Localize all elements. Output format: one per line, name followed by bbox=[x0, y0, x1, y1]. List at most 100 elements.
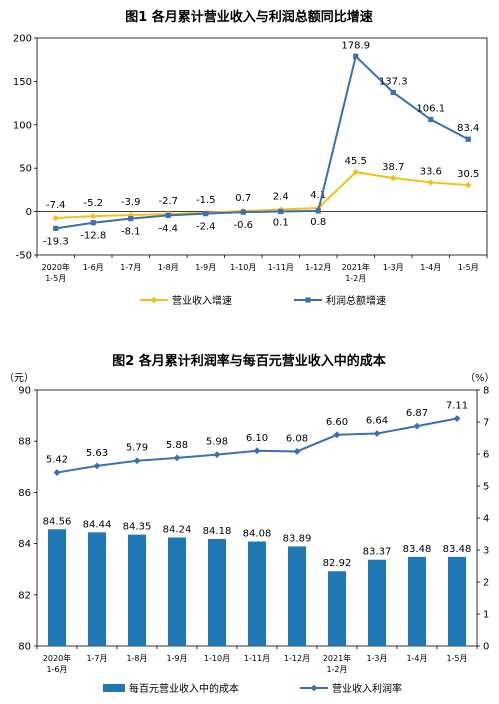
chart1-profit-point bbox=[278, 208, 284, 215]
chart1-data-label-profit: 0.8 bbox=[310, 217, 326, 228]
chart1-data-label-revenue: 0.7 bbox=[235, 193, 251, 204]
chart2-legend-marker-margin bbox=[310, 684, 318, 692]
chart2-bar-label: 84.44 bbox=[83, 519, 112, 530]
chart1-data-label-revenue: 45.5 bbox=[345, 156, 367, 167]
chart1-title: 图1 各月累计营业收入与利润总额同比增速 bbox=[125, 9, 373, 25]
chart2-margin-label: 6.64 bbox=[366, 416, 388, 427]
chart2-bar-label: 84.18 bbox=[203, 526, 232, 537]
chart2-margin-point bbox=[453, 415, 461, 422]
chart2-margin-point bbox=[133, 457, 141, 465]
chart2-bar bbox=[448, 556, 466, 646]
chart1-profit-point bbox=[240, 209, 246, 215]
chart2-left-tick-label: 86 bbox=[18, 488, 31, 499]
chart1-profit-point bbox=[53, 225, 59, 231]
chart1-revenue-point bbox=[390, 174, 397, 182]
chart2-right-tick-label: 6 bbox=[483, 450, 489, 461]
chart2-bar-label: 83.48 bbox=[403, 544, 432, 555]
chart1-x-tick-label: 1-5月 bbox=[458, 263, 479, 272]
chart2-right-tick-label: 3 bbox=[483, 546, 489, 557]
chart1-y-tick-label: 100 bbox=[13, 120, 32, 131]
chart2-margin-label: 6.10 bbox=[246, 433, 268, 444]
chart1-data-label-revenue: 30.5 bbox=[457, 169, 479, 180]
chart2-bar-label: 83.37 bbox=[363, 547, 392, 558]
chart1-x-tick-label: 1-7月 bbox=[120, 263, 141, 272]
chart2-bar bbox=[408, 556, 426, 646]
chart1-y-tick-label: 0 bbox=[26, 207, 32, 218]
chart1-legend-marker-profit bbox=[305, 297, 311, 303]
chart1-series-line-revenue bbox=[55, 171, 469, 220]
chart1-data-label-profit: -8.1 bbox=[121, 227, 141, 238]
chart1-y-tick-label: 50 bbox=[19, 164, 32, 175]
chart1-legend-marker-revenue bbox=[150, 296, 158, 304]
chart2-bars: 84.56 84.44 84.35 84.24 84.18 84.08 83.89 82.92… bbox=[43, 516, 471, 646]
chart2-x-tick-label: 1-3月 bbox=[366, 654, 387, 663]
chart2-right-tick-label: 4 bbox=[483, 514, 489, 525]
chart1-profit-point bbox=[128, 216, 134, 222]
chart2-margin-label: 5.63 bbox=[86, 448, 108, 459]
chart1-data-label-revenue: -7.4 bbox=[46, 200, 66, 211]
chart2-left-unit: （元） bbox=[4, 372, 34, 384]
chart2-margin-label: 7.11 bbox=[446, 400, 468, 411]
chart2-left-tick-label: 84 bbox=[18, 539, 31, 550]
chart2-margin-point bbox=[373, 430, 381, 437]
chart2-margin-label: 6.60 bbox=[326, 417, 348, 428]
chart2-margin-point bbox=[93, 462, 101, 470]
chart1-revenue-point bbox=[427, 179, 434, 186]
chart2-x-tick-label: 1-11月 bbox=[244, 654, 270, 663]
chart1-data-label-profit: 137.3 bbox=[379, 76, 408, 87]
chart2-bar bbox=[288, 546, 306, 646]
chart1-x-tick-label: 1-6月 bbox=[83, 263, 104, 272]
chart2-left-tick-label: 82 bbox=[18, 590, 31, 601]
chart1-x-tick-label: 1-11月 bbox=[268, 263, 294, 272]
chart1-data-label-profit: 83.4 bbox=[457, 123, 479, 134]
chart1-x-tick-label: 1-2月 bbox=[345, 274, 366, 283]
chart2-right-tick-label: 2 bbox=[483, 578, 489, 589]
chart2-x-tick-label: 1-5月 bbox=[446, 654, 467, 663]
chart2-bar bbox=[128, 534, 146, 646]
chart1-profit-point bbox=[353, 53, 359, 59]
chart1-profit-point bbox=[428, 116, 434, 123]
chart1-revenue-point bbox=[127, 211, 134, 219]
chart1-data-label-revenue: -2.7 bbox=[158, 196, 178, 207]
chart2-margin-point bbox=[53, 469, 61, 476]
chart2-bar-label: 83.89 bbox=[283, 533, 312, 544]
chart2-margin-point bbox=[253, 447, 261, 455]
chart1-data-label-revenue: 33.6 bbox=[420, 166, 442, 177]
chart2-left-tick-label: 90 bbox=[18, 386, 31, 397]
chart2-x-tick-label: 2020年 bbox=[43, 653, 71, 663]
chart1-data-label-profit: 106.1 bbox=[416, 104, 445, 115]
chart2-bar bbox=[248, 541, 266, 646]
chart2-margin-label: 5.98 bbox=[206, 437, 228, 448]
chart1-legend: 营业收入增速 利润总额增速 bbox=[140, 294, 386, 307]
chart2-bar-label: 82.92 bbox=[323, 558, 352, 569]
chart1-x-tick-label: 1-5月 bbox=[45, 274, 66, 283]
chart1-profit-point bbox=[90, 220, 96, 226]
chart1-x-tick-label: 2020年 bbox=[42, 262, 70, 272]
chart1-x-tick-label: 1-10月 bbox=[230, 263, 256, 272]
chart1-profit-point bbox=[165, 212, 171, 219]
chart2-right-tick-label: 8 bbox=[483, 386, 489, 397]
chart2-bar bbox=[208, 538, 226, 646]
chart2-right-tick-label: 5 bbox=[483, 482, 489, 493]
chart2-legend-label-margin: 营业收入利润率 bbox=[332, 682, 402, 695]
chart2-bar bbox=[368, 559, 386, 646]
chart2-x-tick-label: 1-4月 bbox=[406, 654, 427, 663]
chart1-y-axis: -50 0 50 100 150 200 bbox=[13, 34, 37, 262]
chart2-legend-label-cost: 每百元营业收入中的成本 bbox=[129, 682, 239, 695]
chart2-x-tick-label: 1-7月 bbox=[86, 654, 107, 663]
chart1-legend-label-revenue: 营业收入增速 bbox=[172, 294, 232, 307]
chart2-right-axis: 0 1 2 3 4 5 6 7 8 bbox=[477, 386, 489, 653]
chart2-bar bbox=[168, 537, 186, 646]
chart1-revenue-point bbox=[52, 214, 59, 222]
chart2-x-tick-label: 1-10月 bbox=[204, 654, 230, 663]
chart1-data-label-revenue: -1.5 bbox=[196, 195, 216, 206]
chart2-margin-label: 6.08 bbox=[286, 433, 308, 444]
chart1-data-label-profit: 0.1 bbox=[273, 218, 289, 229]
chart1-data-label-profit: -0.6 bbox=[233, 220, 253, 231]
chart2-left-tick-label: 88 bbox=[18, 437, 31, 448]
chart2-legend: 每百元营业收入中的成本 营业收入利润率 bbox=[103, 682, 402, 695]
chart1-x-tick-label: 1-8月 bbox=[158, 263, 179, 272]
chart2-left-tick-label: 80 bbox=[18, 642, 31, 653]
chart1-revenue-point bbox=[90, 212, 97, 220]
